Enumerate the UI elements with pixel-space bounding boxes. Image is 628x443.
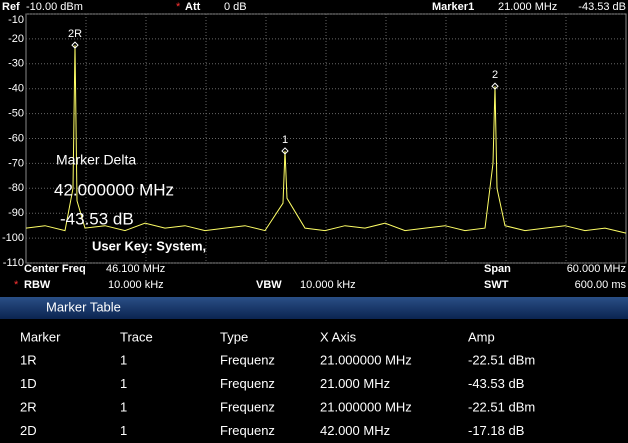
user-key: User Key: System,: [92, 238, 206, 253]
table-header: Trace: [120, 329, 153, 344]
y-tick-label: -10: [8, 14, 24, 26]
y-tick-label: -80: [8, 182, 24, 194]
overlay: Marker Delta 42.000000 MHz -43.53 dB Use…: [54, 152, 206, 254]
marker: [281, 147, 289, 155]
table-cell: 21.000 MHz: [320, 376, 390, 391]
marker: [71, 41, 79, 49]
ref-label: Ref: [2, 1, 20, 13]
table-cell: 1: [120, 423, 127, 438]
table-header: X Axis: [320, 329, 357, 344]
delta-freq: 42.000000 MHz: [54, 180, 174, 199]
vbw-value: 10.000 kHz: [300, 279, 356, 291]
att-asterisk: *: [176, 1, 181, 13]
vbw-label: VBW: [256, 279, 282, 291]
marker-label: 1: [282, 134, 288, 146]
span-value: 60.000 MHz: [567, 263, 626, 275]
table-cell: 1R: [20, 352, 37, 367]
delta-amp: -43.53 dB: [60, 209, 134, 228]
marker-label: Marker1: [432, 1, 474, 13]
att-value: 0 dB: [224, 1, 247, 13]
table-cell: 1: [120, 376, 127, 391]
marker-table: Marker Trace Type X Axis Amp 1R 1 Frequenz 21.00…: [20, 329, 535, 438]
table-title: Marker Table: [46, 299, 121, 314]
table-cell: Frequenz: [220, 376, 275, 391]
y-tick-label: -20: [8, 33, 24, 45]
rbw-value: 10.000 kHz: [108, 279, 164, 291]
marker: [491, 82, 499, 90]
center-value: 46.100 MHz: [106, 263, 165, 275]
table-cell: Frequenz: [220, 399, 275, 414]
y-tick-label: -70: [8, 157, 24, 169]
table-cell: 21.000000 MHz: [320, 352, 412, 367]
y-tick-label: -30: [8, 58, 24, 70]
marker-value: 21.000 MHz: [498, 1, 557, 13]
table-cell: 2R: [20, 399, 37, 414]
table-cell: 21.000000 MHz: [320, 399, 412, 414]
y-tick-label: -40: [8, 83, 24, 95]
table-cell: -22.51 dBm: [468, 352, 535, 367]
table-cell: 42.000 MHz: [320, 423, 390, 438]
span-label: Span: [484, 263, 511, 275]
table-cell: Frequenz: [220, 352, 275, 367]
ref-value: -10.00 dBm: [26, 1, 83, 13]
y-tick-label: -50: [8, 108, 24, 120]
y-tick-label: -90: [8, 207, 24, 219]
table-cell: 1D: [20, 376, 37, 391]
table-cell: 1: [120, 399, 127, 414]
table-cell: -22.51 dBm: [468, 399, 535, 414]
table-cell: Frequenz: [220, 423, 275, 438]
rbw-asterisk: *: [14, 279, 19, 291]
plot: -10 -20 -30 -40 -50 -60 -70 -80 -90 -100 -110 2R 1 2: [2, 13, 627, 269]
table-cell: -43.53 dB: [468, 376, 524, 391]
table-header: Marker: [20, 329, 61, 344]
marker-label: 2: [492, 69, 498, 81]
table-cell: -17.18 dB: [468, 423, 524, 438]
delta-title: Marker Delta: [56, 152, 136, 168]
table-header: Type: [220, 329, 248, 344]
trace: [25, 45, 627, 234]
table-cell: 2D: [20, 423, 37, 438]
marker-label: 2R: [68, 28, 82, 40]
att-label: Att: [185, 1, 201, 13]
center-label: Center Freq: [24, 263, 86, 275]
table-cell: 1: [120, 352, 127, 367]
y-tick-label: -60: [8, 132, 24, 144]
marker-amp: -43.53 dB: [578, 1, 626, 13]
y-tick-label: -100: [2, 232, 24, 244]
table-title-bar: [0, 297, 628, 319]
footer: Center Freq 46.100 MHz Span 60.000 MHz *…: [14, 263, 626, 291]
header: Ref -10.00 dBm * Att 0 dB Marker1 21.000…: [2, 1, 626, 13]
rbw-label: RBW: [24, 279, 51, 291]
swt-value: 600.00 ms: [575, 279, 627, 291]
table-header: Amp: [468, 329, 495, 344]
y-tick-label: -110: [3, 257, 24, 269]
swt-label: SWT: [484, 279, 509, 291]
